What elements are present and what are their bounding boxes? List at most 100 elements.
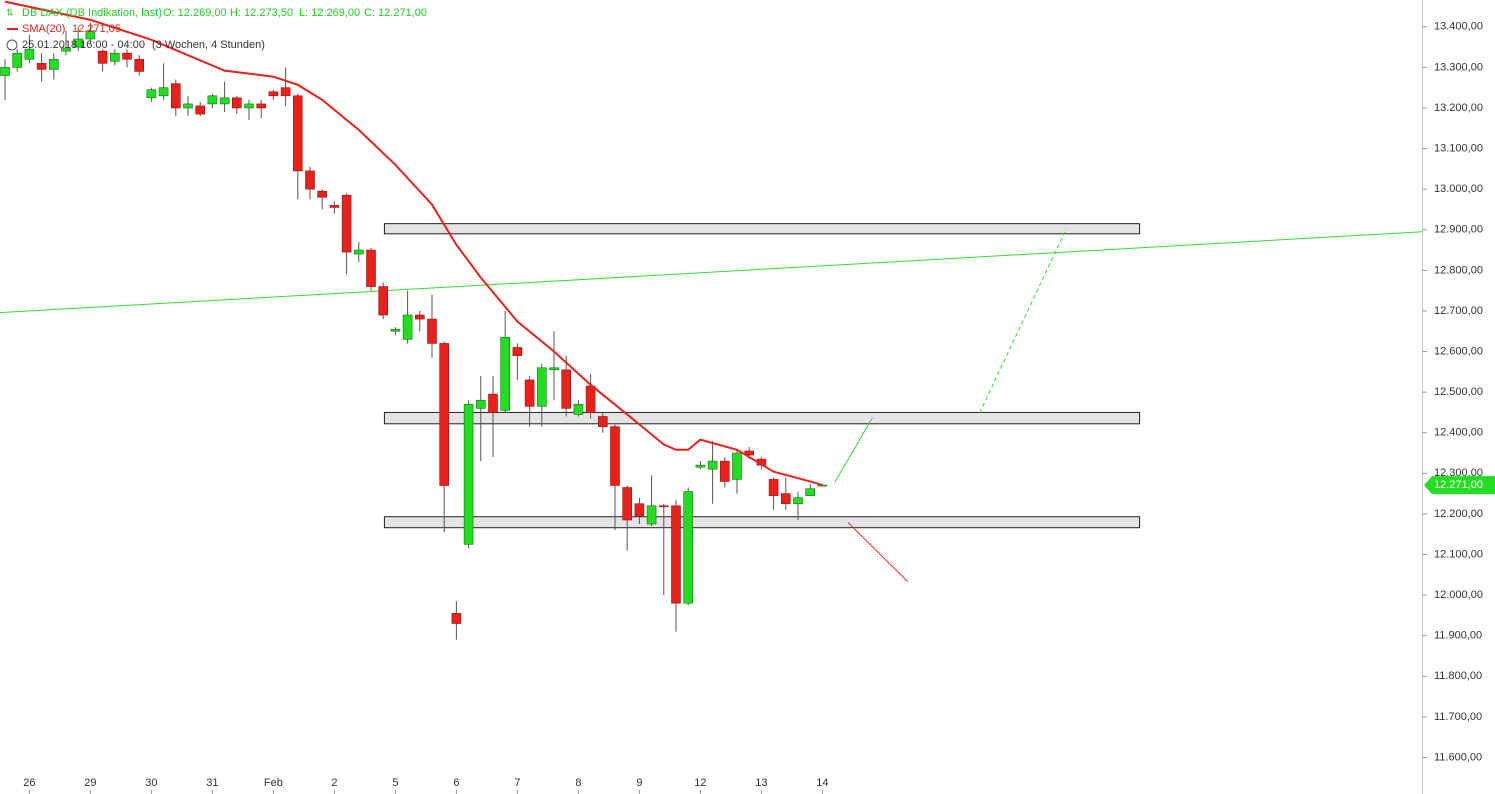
candle-body xyxy=(97,50,108,64)
y-tick-label: 12.400,00 xyxy=(1434,427,1483,439)
candle-body xyxy=(219,97,230,105)
candle-body xyxy=(402,314,413,340)
clock-icon xyxy=(6,39,18,51)
candle-body xyxy=(719,460,730,482)
candle-body xyxy=(0,67,10,76)
candle-body xyxy=(634,503,645,517)
candle-body xyxy=(329,205,340,208)
candle-body xyxy=(414,314,425,320)
candle-body xyxy=(817,484,828,487)
x-tick-label: 7 xyxy=(514,777,520,789)
candle-body xyxy=(292,95,303,172)
y-tick-label: 13.000,00 xyxy=(1434,183,1483,195)
candle-body xyxy=(341,194,352,253)
y-tick-label: 12.700,00 xyxy=(1434,305,1483,317)
x-tick-label: 26 xyxy=(23,777,35,789)
legend-close: C: 12.271,00 xyxy=(364,7,427,19)
x-tick-label: 31 xyxy=(206,777,218,789)
price-tag-label: 12.271,00 xyxy=(1434,479,1483,491)
zone xyxy=(383,516,1141,529)
candle-body xyxy=(109,52,120,62)
candle-body xyxy=(475,399,486,409)
legend-indicator-value: 12.271,05 xyxy=(72,23,121,35)
candle-body xyxy=(549,367,559,371)
y-tick-label: 13.400,00 xyxy=(1434,21,1483,33)
y-tick-label: 13.200,00 xyxy=(1434,102,1483,114)
candle-body xyxy=(280,87,291,97)
x-tick-label: 6 xyxy=(453,777,459,789)
candle-body xyxy=(170,83,181,109)
candle-body xyxy=(353,249,364,255)
candle-body xyxy=(536,367,547,407)
y-tick-label: 12.500,00 xyxy=(1434,386,1483,398)
candle-body xyxy=(512,347,523,356)
candle-body xyxy=(658,505,669,508)
candle-body xyxy=(695,464,706,468)
candle-body xyxy=(451,613,462,624)
candle-body xyxy=(646,505,657,525)
candle-body xyxy=(24,48,35,60)
candle-body xyxy=(427,318,437,344)
candle-body xyxy=(122,52,132,60)
x-tick-label: 5 xyxy=(392,777,398,789)
legend-high: H: 12.273,50 xyxy=(230,7,293,19)
candle-body xyxy=(378,286,388,316)
x-tick-label: 8 xyxy=(575,777,581,789)
y-tick-label: 11.900,00 xyxy=(1434,630,1482,642)
y-tick-label: 12.100,00 xyxy=(1434,548,1483,560)
candle-body xyxy=(573,404,584,415)
x-tick-label: 29 xyxy=(84,777,96,789)
trend-line xyxy=(0,231,1423,314)
candle-body xyxy=(671,505,681,604)
candle-body xyxy=(36,63,47,70)
sma-line xyxy=(4,0,823,487)
candle-body xyxy=(463,404,474,545)
x-tick-label: 9 xyxy=(636,777,642,789)
x-tick-label: 2 xyxy=(331,777,337,789)
y-tick-label: 12.200,00 xyxy=(1434,508,1483,520)
candle-body xyxy=(585,385,596,413)
candle-body xyxy=(597,416,608,427)
y-tick-label: 12.800,00 xyxy=(1434,264,1483,276)
candle-body xyxy=(561,369,571,409)
candle-body xyxy=(793,497,803,505)
trend-line xyxy=(979,228,1067,414)
candle-body xyxy=(707,460,718,470)
candle-body xyxy=(183,103,193,109)
candle-body xyxy=(439,343,449,486)
candle-body xyxy=(207,95,218,105)
y-tick-label: 13.100,00 xyxy=(1434,142,1483,154)
y-tick-label: 11.700,00 xyxy=(1434,711,1482,723)
candle-body xyxy=(85,30,96,40)
candle-body xyxy=(12,52,23,68)
candle-body xyxy=(305,170,315,190)
candle-body xyxy=(390,328,401,332)
candle-body xyxy=(732,452,742,480)
zone xyxy=(383,223,1141,235)
legend-indicator: SMA(20) xyxy=(22,23,65,35)
trend-line xyxy=(834,417,873,483)
candle-body xyxy=(524,379,535,407)
legend: ⇅ DB DAX (DB Indikation, last) O: 12.269… xyxy=(6,7,427,51)
legend-open: O: 12.269,00 xyxy=(163,7,227,19)
candle-body xyxy=(268,91,279,97)
candle-body xyxy=(366,249,376,287)
candle-body xyxy=(244,103,254,109)
y-tick-label: 11.600,00 xyxy=(1434,751,1482,763)
legend-period: 25.01.2018 16:00 - 04:00 xyxy=(22,39,145,51)
candle-body xyxy=(683,491,693,604)
candle-body xyxy=(610,426,620,486)
y-tick-label: 12.000,00 xyxy=(1434,589,1483,601)
candle-body xyxy=(134,58,144,72)
x-tick-label: 14 xyxy=(816,777,828,789)
candle-body xyxy=(768,479,779,496)
candle-body xyxy=(622,487,632,521)
candle-body xyxy=(488,393,498,413)
legend-range: (3 Wochen, 4 Stunden) xyxy=(152,39,265,51)
candle-body xyxy=(805,488,815,496)
candle-body xyxy=(158,87,169,97)
x-tick-label: 13 xyxy=(755,777,767,789)
zone xyxy=(383,411,1141,425)
candle-body xyxy=(195,105,205,115)
candle-body xyxy=(231,97,242,109)
